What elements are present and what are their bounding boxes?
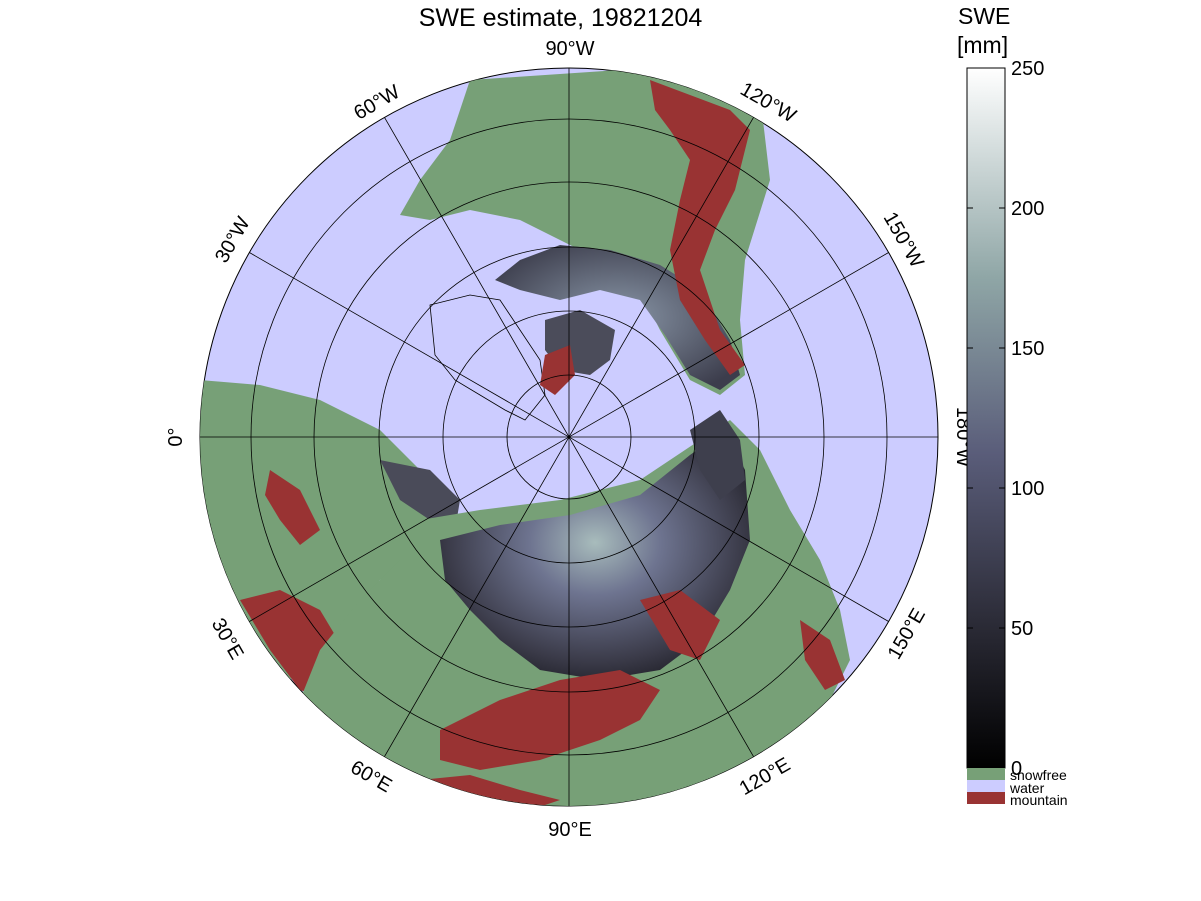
colorbar-label-mountain: mountain bbox=[1010, 792, 1068, 808]
colorbar-swatch-water bbox=[967, 780, 1005, 792]
colorbar-label-snowfree: snowfree bbox=[1010, 767, 1067, 783]
colorbar-tick-label: 250 bbox=[1011, 58, 1044, 80]
colorbar-label-water: water bbox=[1009, 780, 1045, 796]
greenland bbox=[429, 294, 546, 421]
colorbar-title-swe: SWE bbox=[958, 3, 1011, 29]
central-asia-mountains bbox=[440, 670, 660, 770]
lon-label-60e: 60°E bbox=[347, 756, 396, 797]
colorbar-ticks: 250 200 150 100 50 0 bbox=[967, 58, 1044, 780]
colorbar-tick-label: 50 bbox=[1011, 618, 1033, 640]
lon-label-0: 0° bbox=[165, 427, 187, 446]
colorbar-swatch-mountain bbox=[967, 792, 1005, 804]
map-title: SWE estimate, 19821204 bbox=[418, 4, 703, 32]
colorbar-swatch-snowfree bbox=[967, 768, 1005, 780]
graticule bbox=[200, 68, 938, 806]
lon-label-30e: 30°E bbox=[207, 615, 248, 664]
scandinavia-snow bbox=[380, 460, 460, 530]
land-layer bbox=[200, 68, 850, 806]
colorbar-gradient bbox=[966, 67, 1006, 769]
east-asia-mountains bbox=[640, 590, 720, 660]
colorbar-tick-label: 200 bbox=[1011, 198, 1044, 220]
chukotka-snow bbox=[690, 410, 745, 500]
rocky-mountains bbox=[650, 80, 750, 375]
colorbar-tick-label: 100 bbox=[1011, 478, 1044, 500]
far-east-mountains bbox=[800, 620, 845, 690]
europe-mountains bbox=[265, 470, 320, 545]
colorbar-title-unit: [mm] bbox=[957, 32, 1009, 58]
lon-label-90e: 90°E bbox=[548, 819, 592, 841]
colorbar: 250 200 150 100 50 0 snowfree water mountain bbox=[966, 58, 1068, 808]
colorbar-tick-label: 150 bbox=[1011, 338, 1044, 360]
meridian-150 bbox=[249, 252, 889, 622]
lon-label-90w: 90°W bbox=[545, 38, 594, 60]
colorbar-tick-label: 0 bbox=[1011, 758, 1022, 780]
baffin-mountains bbox=[540, 345, 575, 395]
